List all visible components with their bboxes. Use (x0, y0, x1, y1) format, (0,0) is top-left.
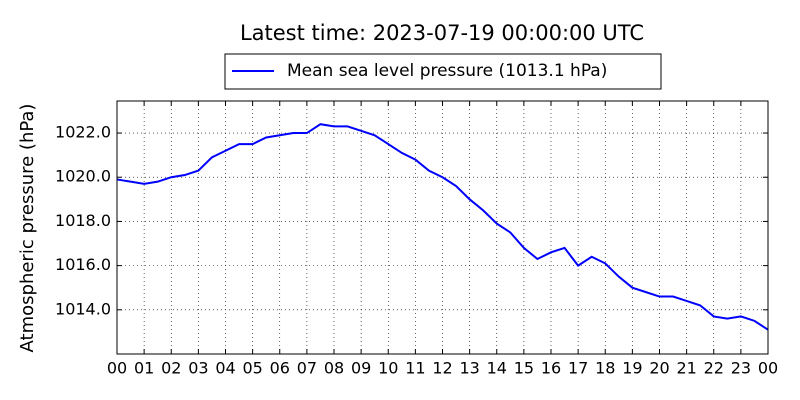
x-tick-label: 14 (487, 359, 507, 378)
plot-area (117, 101, 768, 354)
x-tick-label: 01 (134, 359, 154, 378)
x-tick-label: 12 (432, 359, 452, 378)
chart-title: Latest time: 2023-07-19 00:00:00 UTC (240, 21, 644, 45)
y-axis-label: Atmospheric pressure (hPa) (17, 104, 38, 353)
x-tick-label: 21 (676, 359, 696, 378)
x-tick-label: 15 (514, 359, 534, 378)
plot-frame (116, 100, 769, 355)
x-tick-label: 16 (541, 359, 561, 378)
y-tick-label: 1022.0 (55, 123, 111, 142)
x-tick-label: 07 (297, 359, 317, 378)
x-tick-label: 06 (270, 359, 290, 378)
x-tick-label: 03 (188, 359, 208, 378)
x-tick-label: 08 (324, 359, 344, 378)
legend-label: Mean sea level pressure (1013.1 hPa) (287, 61, 607, 81)
x-tick-label: 11 (405, 359, 425, 378)
x-tick-label: 05 (242, 359, 262, 378)
x-tick-label: 02 (161, 359, 181, 378)
x-tick-label: 19 (622, 359, 642, 378)
x-tick-label: 20 (649, 359, 669, 378)
x-tick-label: 22 (704, 359, 724, 378)
y-tick-label: 1020.0 (55, 167, 111, 186)
x-tick-label: 17 (568, 359, 588, 378)
y-tick-label: 1018.0 (55, 211, 111, 230)
x-tick-label: 13 (459, 359, 479, 378)
x-tick-label: 09 (351, 359, 371, 378)
x-tick-label: 18 (595, 359, 615, 378)
x-tick-label: 10 (378, 359, 398, 378)
legend-box (224, 53, 662, 90)
x-tick-label: 00 (107, 359, 127, 378)
data-line (116, 123, 769, 331)
y-tick-label: 1016.0 (55, 255, 111, 274)
x-tick-label: 23 (731, 359, 751, 378)
y-tick-label: 1014.0 (55, 299, 111, 318)
x-tick-label: 04 (215, 359, 235, 378)
x-tick-label: 00 (758, 359, 778, 378)
